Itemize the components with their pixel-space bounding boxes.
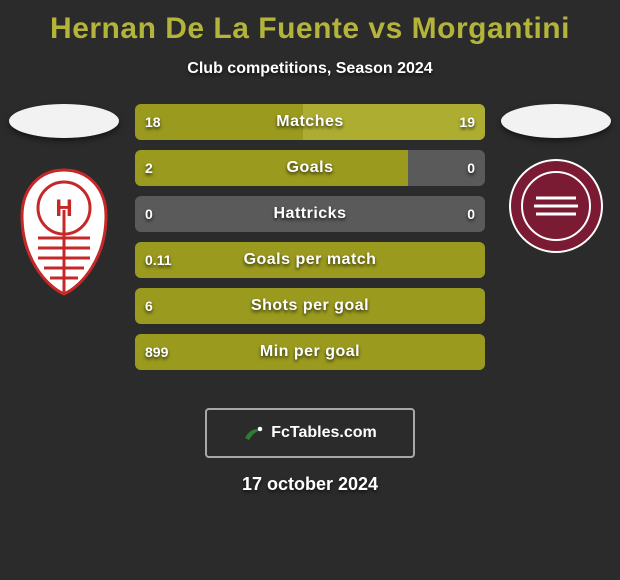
comparison-bars: Matches1819Goals20Hattricks00Goals per m… — [135, 104, 485, 380]
bar-row: Hattricks0 0 — [135, 196, 485, 232]
bar-value-left: 0.11 — [135, 242, 181, 278]
bar-value-right: 0 — [457, 196, 485, 232]
player-left-column: H — [4, 104, 124, 296]
player-right-badge — [508, 158, 604, 254]
bar-row: Shots per goal6 — [135, 288, 485, 324]
bar-row: Matches18 19 — [135, 104, 485, 140]
comparison-content: H Matches1819Goals20Hattricks00Goals per… — [0, 104, 620, 394]
bar-label: Hattricks — [135, 196, 485, 232]
huracan-badge-icon: H — [16, 166, 112, 296]
subtitle: Club competitions, Season 2024 — [0, 60, 620, 78]
date-text: 17 october 2024 — [0, 474, 620, 495]
bar-value-left: 2 — [135, 150, 163, 186]
player-left-badge: H — [16, 166, 112, 296]
bar-label: Min per goal — [135, 334, 485, 370]
bar-value-left: 18 — [135, 104, 171, 140]
lanus-badge-icon — [508, 158, 604, 254]
bar-label: Goals per match — [135, 242, 485, 278]
page-title: Hernan De La Fuente vs Morgantini — [0, 0, 620, 46]
bar-value-left: 6 — [135, 288, 163, 324]
bar-label: Shots per goal — [135, 288, 485, 324]
bar-value-right: 19 — [449, 104, 485, 140]
bar-row: Min per goal899 — [135, 334, 485, 370]
bar-label: Goals — [135, 150, 485, 186]
fctables-logo-icon — [243, 424, 265, 442]
bar-value-right: 0 — [457, 150, 485, 186]
brand-box: FcTables.com — [205, 408, 415, 458]
brand-text: FcTables.com — [271, 424, 377, 442]
bar-row: Goals per match0.11 — [135, 242, 485, 278]
bar-label: Matches — [135, 104, 485, 140]
bar-row: Goals2 0 — [135, 150, 485, 186]
player-right-bean — [501, 104, 611, 138]
bar-value-left: 899 — [135, 334, 178, 370]
player-left-bean — [9, 104, 119, 138]
player-right-column — [496, 104, 616, 254]
bar-value-left: 0 — [135, 196, 163, 232]
